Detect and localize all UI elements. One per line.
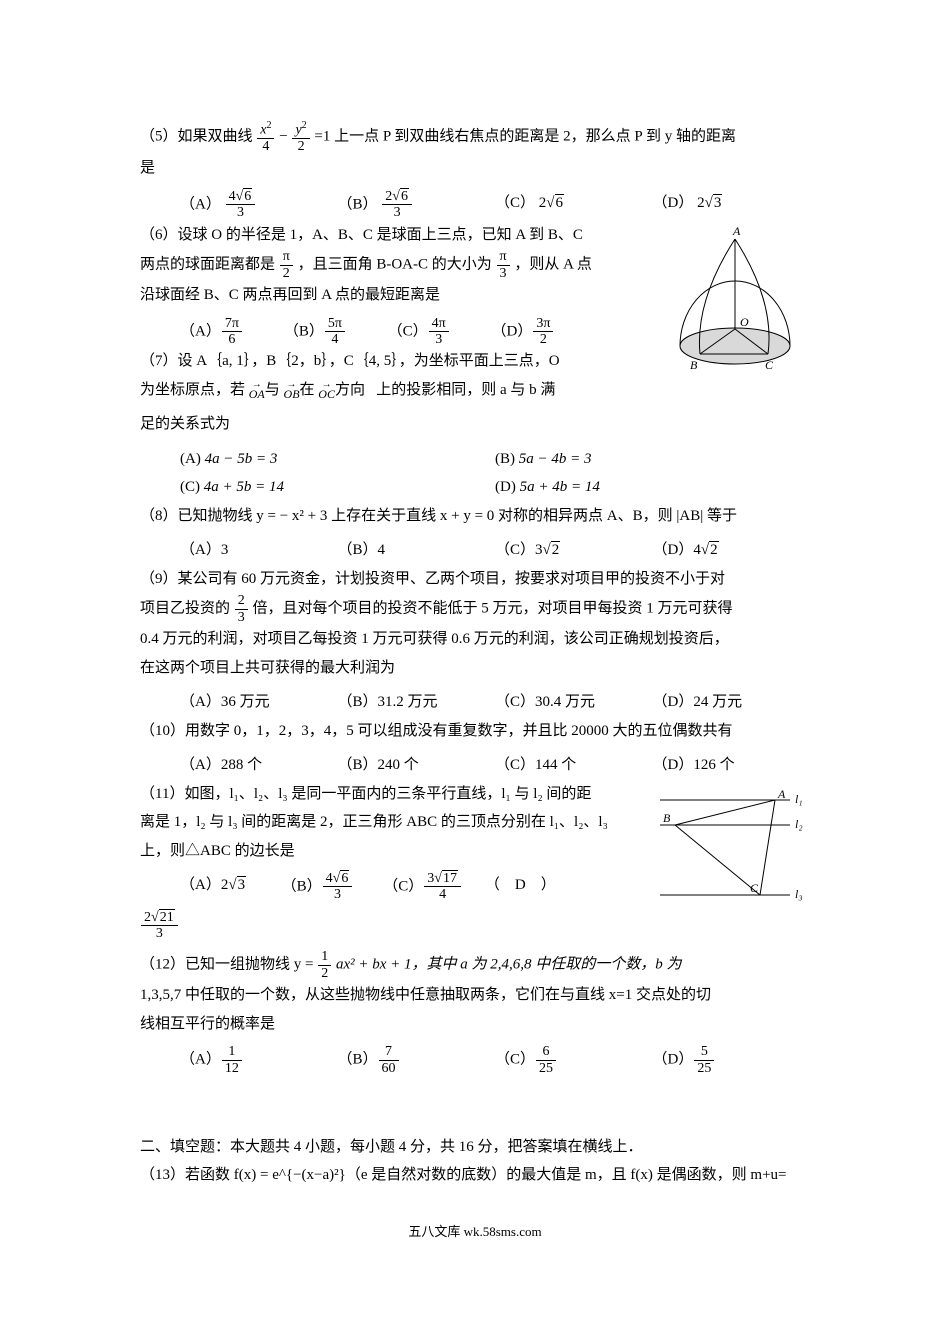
- q8-opt-c: （C）32: [495, 536, 653, 565]
- q8-opt-a: （A）3: [180, 536, 338, 565]
- q9-opt-a: （A）36 万元: [180, 688, 338, 717]
- vec-oc: →OC: [318, 380, 335, 400]
- q8-opt-d: （D）42: [653, 536, 811, 565]
- q10-opt-d: （D）126 个: [653, 751, 811, 780]
- question-8: （8）已知抛物线 y = − x² + 3 上存在关于直线 x + y = 0 …: [140, 502, 810, 531]
- question-5: （5）如果双曲线 x2 4 − y2 2 =1 上一点 P 到双曲线右焦点的距离…: [140, 120, 810, 183]
- svg-text:A: A: [777, 787, 786, 801]
- q10-s: （10）用数字 0，1，2，3，4，5 可以组成没有重复数字，并且比 20000…: [140, 723, 733, 739]
- q11-opt-a: （A）23: [180, 871, 282, 903]
- question-12: （12）已知一组抛物线 y = 12 ax² + bx + 1，其中 a 为 2…: [140, 949, 810, 1038]
- svg-text:l₃: l₃: [795, 887, 803, 901]
- svg-text:l₁: l₁: [795, 792, 803, 806]
- q6-s2c: ，则从 A 点: [514, 257, 592, 273]
- vec-oa: →OA: [249, 380, 265, 400]
- page-footer: 五八文库 wk.58sms.com: [140, 1220, 810, 1245]
- q11-options: （A）23 （B）463 （C）3174 （ D ）: [140, 871, 642, 903]
- q12-s2: 1,3,5,7 中任取的一个数，从这些抛物线中任意抽取两条，它们在与直线 x=1…: [140, 987, 711, 1003]
- q7-s1: （7）设 A｛a, 1｝，B｛2，b｝，C｛4, 5｝，为坐标平面上三点，O: [140, 353, 560, 369]
- svg-text:C: C: [750, 881, 759, 895]
- q12-opt-d: （D）525: [653, 1044, 811, 1076]
- q10-opt-b: （B）240 个: [338, 751, 496, 780]
- q8-options: （A）3 （B）4 （C）32 （D）42: [140, 536, 810, 565]
- q6-opt-d: （D）3π2: [491, 316, 595, 348]
- q9-s3: 0.4 万元的利润，对项目乙每投资 1 万元可获得 0.6 万元的利润，该公司正…: [140, 631, 729, 647]
- q9-opt-c: （C）30.4 万元: [495, 688, 653, 717]
- q7-opt-d: (D) 5a + 4b = 14: [495, 473, 810, 502]
- q12-options: （A）112 （B）760 （C）625 （D）525: [140, 1044, 810, 1076]
- question-9: （9）某公司有 60 万元资金，计划投资甲、乙两个项目，按要求对项目甲的投资不小…: [140, 565, 810, 682]
- q5-stem-a: （5）如果双曲线: [140, 129, 253, 145]
- q6-opt-b: （B）5π4: [284, 316, 388, 348]
- q5-opt-d: （D） 23: [653, 189, 811, 221]
- q9-opt-b: （B）31.2 万元: [338, 688, 496, 717]
- q12-opt-a: （A）112: [180, 1044, 338, 1076]
- q7-opt-c: (C) 4a + 5b = 14: [180, 473, 495, 502]
- q11-s3: 上，则△ABC 的边长是: [140, 843, 295, 859]
- q10-options: （A）288 个 （B）240 个 （C）144 个 （D）126 个: [140, 751, 810, 780]
- q6-label-a: A: [732, 224, 741, 238]
- q7-options-row1: (A) 4a − 5b = 3 (B) 5a − 4b = 3: [140, 445, 810, 474]
- q6-s3: 沿球面经 B、C 两点再回到 A 点的最短距离是: [140, 287, 440, 303]
- q8-s: （8）已知抛物线 y = − x² + 3 上存在关于直线 x + y = 0 …: [140, 508, 737, 524]
- q7-s2a: 为坐标原点，若: [140, 382, 245, 398]
- q5-frac1: x2 4: [257, 120, 274, 154]
- q6-s1: （6）设球 O 的半径是 1，A、B、C 是球面上三点，已知 A 到 B、C: [140, 227, 583, 243]
- q11-opt-b: （B）463: [282, 871, 384, 903]
- vec-ob: →OB: [284, 380, 300, 400]
- q5-frac2: y2 2: [292, 120, 309, 154]
- q13-s: （13）若函数 f(x) = e^{−(x−a)²}（e 是自然对数的底数）的最…: [140, 1167, 787, 1183]
- q7-s3: 足的关系式为: [140, 410, 810, 439]
- q12-s3: 线相互平行的概率是: [140, 1016, 275, 1032]
- q7-opt-a: (A) 4a − 5b = 3: [180, 445, 495, 474]
- q11-figure: A B C l₁ l₂ l₃: [650, 780, 810, 910]
- q10-opt-a: （A）288 个: [180, 751, 338, 780]
- q5-opt-a: （A） 463: [180, 189, 338, 221]
- q9-opt-d: （D）24 万元: [653, 688, 811, 717]
- q11-opt-c: （C）3174: [383, 871, 485, 903]
- q5-options: （A） 463 （B） 263 （C） 26 （D） 23: [140, 189, 810, 221]
- q6-figure: A O B C: [660, 221, 810, 381]
- question-10: （10）用数字 0，1，2，3，4，5 可以组成没有重复数字，并且比 20000…: [140, 717, 810, 746]
- q7-options-row2: (C) 4a + 5b = 14 (D) 5a + 4b = 14: [140, 473, 810, 502]
- q7-s2b: 上的投影相同，则 a 与 b 满: [376, 382, 555, 398]
- svg-text:B: B: [663, 811, 671, 825]
- q12-s1b: ax² + bx + 1，其中 a 为 2,4,6,8 中任取的一个数，b 为: [336, 957, 682, 973]
- q7-opt-b: (B) 5a − 4b = 3: [495, 445, 810, 474]
- svg-text:l₂: l₂: [795, 817, 803, 831]
- q5-stem-c: 是: [140, 160, 155, 176]
- q6-opt-a: （A）7π6: [180, 316, 284, 348]
- q5-stem-b: =1 上一点 P 到双曲线右焦点的距离是 2，那么点 P 到 y 轴的距离: [314, 129, 736, 145]
- section-2-heading: 二、填空题：本大题共 4 小题，每小题 4 分，共 16 分，把答案填在横线上．: [140, 1133, 810, 1162]
- q9-s4: 在这两个项目上共可获得的最大利润为: [140, 660, 395, 676]
- q9-s1: （9）某公司有 60 万元资金，计划投资甲、乙两个项目，按要求对项目甲的投资不小…: [140, 571, 725, 587]
- q6-label-b: B: [690, 358, 698, 372]
- q5-opt-c: （C） 26: [495, 189, 653, 221]
- q6-options: （A）7π6 （B）5π4 （C）4π3 （D）3π2: [140, 316, 652, 348]
- q11-opt-d: （ D ）: [485, 871, 587, 903]
- q5-opt-b: （B） 263: [338, 189, 496, 221]
- q9-s2b: 倍，且对每个项目的投资不能低于 5 万元，对项目甲每投资 1 万元可获得: [253, 601, 733, 617]
- q12-opt-c: （C）625: [495, 1044, 653, 1076]
- question-13: （13）若函数 f(x) = e^{−(x−a)²}（e 是自然对数的底数）的最…: [140, 1161, 810, 1190]
- q6-label-c: C: [765, 358, 774, 372]
- q10-opt-c: （C）144 个: [495, 751, 653, 780]
- q6-opt-c: （C）4π3: [388, 316, 492, 348]
- q8-opt-b: （B）4: [338, 536, 496, 565]
- q11-opt-d-value: 2213: [140, 910, 810, 942]
- q6-label-o: O: [740, 315, 749, 329]
- q12-opt-b: （B）760: [338, 1044, 496, 1076]
- q11-s1: （11）如图，l₁、l₂、l₃ 是同一平面内的三条平行直线，l₁ 与 l₂ 间的…: [140, 786, 591, 802]
- q11-s2: 离是 1，l₂ 与 l₃ 间的距离是 2，正三角形 ABC 的三顶点分别在 l₁…: [140, 814, 608, 830]
- q9-s2a: 项目乙投资的: [140, 601, 230, 617]
- q12-s1a: （12）已知一组抛物线 y =: [140, 957, 313, 973]
- q9-options: （A）36 万元 （B）31.2 万元 （C）30.4 万元 （D）24 万元: [140, 688, 810, 717]
- q6-s2b: ，且三面角 B-OA-C 的大小为: [298, 257, 492, 273]
- q6-s2a: 两点的球面距离都是: [140, 257, 275, 273]
